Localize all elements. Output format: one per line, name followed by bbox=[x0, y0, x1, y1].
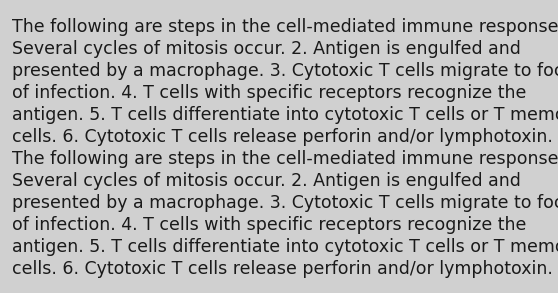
Text: antigen. 5. T cells differentiate into cytotoxic T cells or T memory: antigen. 5. T cells differentiate into c… bbox=[12, 106, 558, 124]
Text: of infection. 4. T cells with specific receptors recognize the: of infection. 4. T cells with specific r… bbox=[12, 84, 526, 102]
Text: The following are steps in the cell-mediated immune response. 1.: The following are steps in the cell-medi… bbox=[12, 150, 558, 168]
Text: Several cycles of mitosis occur. 2. Antigen is engulfed and: Several cycles of mitosis occur. 2. Anti… bbox=[12, 172, 521, 190]
Text: Several cycles of mitosis occur. 2. Antigen is engulfed and: Several cycles of mitosis occur. 2. Anti… bbox=[12, 40, 521, 58]
Text: The following are steps in the cell-mediated immune response. 1.: The following are steps in the cell-medi… bbox=[12, 18, 558, 36]
Text: cells. 6. Cytotoxic T cells release perforin and/or lymphotoxin.: cells. 6. Cytotoxic T cells release perf… bbox=[12, 260, 553, 278]
Text: presented by a macrophage. 3. Cytotoxic T cells migrate to focus: presented by a macrophage. 3. Cytotoxic … bbox=[12, 194, 558, 212]
Text: cells. 6. Cytotoxic T cells release perforin and/or lymphotoxin.: cells. 6. Cytotoxic T cells release perf… bbox=[12, 128, 553, 146]
Text: presented by a macrophage. 3. Cytotoxic T cells migrate to focus: presented by a macrophage. 3. Cytotoxic … bbox=[12, 62, 558, 80]
Text: antigen. 5. T cells differentiate into cytotoxic T cells or T memory: antigen. 5. T cells differentiate into c… bbox=[12, 238, 558, 256]
Text: of infection. 4. T cells with specific receptors recognize the: of infection. 4. T cells with specific r… bbox=[12, 216, 526, 234]
